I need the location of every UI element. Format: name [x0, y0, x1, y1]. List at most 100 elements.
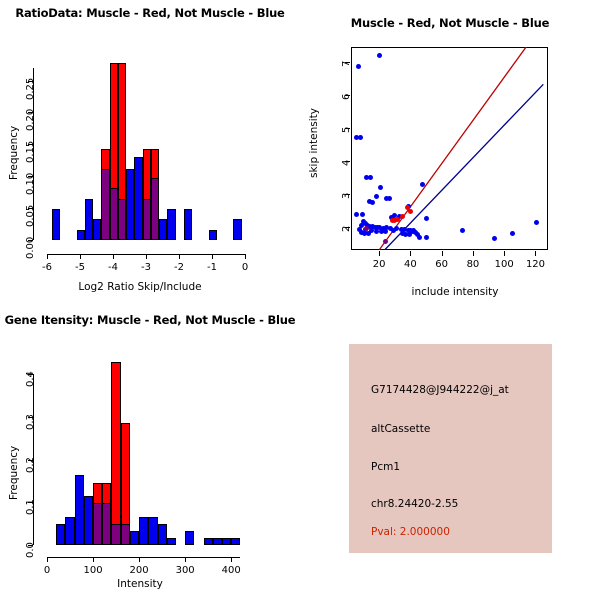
scatter-point — [386, 196, 392, 202]
ratio-bar-blue — [76, 229, 85, 240]
scatter-x-tick — [504, 251, 506, 256]
scatter-point — [533, 220, 539, 226]
gene-x-tick-label: 200 — [129, 565, 149, 576]
ratio-x-tick-label: -6 — [42, 262, 52, 273]
ratio-y-axis-label: Frequency — [8, 125, 20, 180]
scatter-x-tick — [410, 251, 412, 256]
scatter-point — [400, 230, 406, 236]
gene-bar-overlap — [93, 503, 103, 545]
scatter-y-tick — [345, 160, 350, 162]
ratio-bar-overlap — [150, 178, 160, 240]
gene-x-tick — [139, 557, 141, 562]
gene-bar-blue — [157, 524, 167, 545]
ratio-y-tick — [28, 112, 33, 114]
scatter-point — [384, 224, 390, 230]
ratio-y-tick-label: 0.05 — [25, 204, 36, 228]
info-event-type: altCassette — [371, 423, 431, 435]
gene-x-tick-label: 100 — [83, 565, 103, 576]
gene-bar-blue — [203, 538, 213, 545]
scatter-x-axis-label: include intensity — [411, 286, 499, 298]
scatter-point — [403, 231, 409, 237]
ratio-bar-blue — [159, 218, 168, 240]
scatter-point — [374, 229, 380, 234]
ratio-x-tick — [146, 254, 147, 259]
scatter-point — [423, 216, 429, 222]
ratio-bar-blue — [208, 229, 217, 240]
scatter-point — [387, 225, 393, 231]
scatter-point — [392, 212, 398, 218]
scatter-point — [407, 209, 413, 215]
scatter-point — [404, 204, 410, 210]
scatter-y-tick — [345, 193, 350, 195]
scatter-point — [361, 230, 367, 236]
gene-bar-blue — [65, 517, 75, 545]
scatter-point — [377, 53, 383, 59]
ratio-x-tick — [47, 254, 48, 259]
ratio-y-tick-label: 0.25 — [25, 77, 36, 100]
gene-bar-overlap — [120, 524, 130, 545]
gene-x-tick-label: 400 — [221, 565, 241, 576]
gene-y-axis-label: Frequency — [8, 445, 20, 500]
scatter-point — [382, 239, 388, 245]
scatter-point — [390, 228, 396, 234]
ratio-x-tick — [245, 254, 246, 259]
scatter-point — [354, 135, 360, 141]
scatter-x-tick — [379, 251, 381, 256]
ratio-bar-blue — [84, 198, 94, 240]
scatter-y-tick — [345, 61, 350, 63]
ratio-bar-overlap — [142, 198, 151, 240]
ratio-x-tick-label: -4 — [108, 262, 118, 273]
gene-y-tick — [28, 502, 33, 504]
gene-y-tick-label: 0.0 — [25, 542, 36, 558]
ratio-x-tick-label: -3 — [141, 262, 151, 273]
scatter-point — [509, 231, 515, 237]
gene-info-box: G7174428@J944222@j_at altCassette Pcm1 c… — [349, 344, 552, 553]
ratio-x-tick — [113, 254, 114, 259]
ratio-x-tick-label: 0 — [241, 262, 249, 273]
scatter-point — [383, 196, 389, 201]
gene-bar-overlap — [111, 524, 121, 545]
ratio-x-tick-label: -1 — [207, 262, 217, 273]
scatter-panel-title: Muscle - Red, Not Muscle - Blue — [350, 16, 550, 30]
scatter-point — [417, 234, 423, 240]
ratio-x-tick-label: -2 — [174, 262, 184, 273]
ratio-y-axis-line — [33, 67, 34, 240]
gene-y-tick — [28, 416, 33, 418]
scatter-x-tick — [472, 251, 474, 256]
info-pval: Pval: 2.000000 — [371, 526, 450, 538]
ratio-panel-title: RatioData: Muscle - Red, Not Muscle - Bl… — [15, 6, 285, 20]
scatter-point — [353, 211, 359, 217]
gene-y-tick — [28, 374, 33, 376]
ratio-bar-overlap — [101, 168, 110, 240]
scatter-fit-lines — [378, 47, 544, 250]
scatter-point — [389, 217, 395, 223]
scatter-x-tick — [535, 251, 537, 256]
scatter-point — [357, 227, 363, 233]
gene-bar-blue — [74, 475, 84, 545]
scatter-point — [407, 232, 413, 238]
gene-bar-blue — [56, 524, 66, 545]
scatter-point — [378, 185, 384, 191]
ratio-bar-blue — [93, 218, 102, 240]
scatter-x-tick-label: 120 — [525, 259, 546, 270]
gene-panel-title: Gene Itensity: Muscle - Red, Not Muscle … — [4, 313, 296, 327]
scatter-point — [369, 199, 375, 205]
not-muscle-fit-line — [384, 83, 544, 250]
gene-bar-blue — [185, 530, 195, 545]
ratio-y-tick — [28, 176, 33, 178]
ratio-y-tick — [28, 240, 33, 241]
ratio-bar-blue — [51, 208, 61, 240]
gene-x-tick — [231, 557, 233, 562]
scatter-point — [364, 174, 370, 180]
scatter-point — [378, 229, 384, 234]
gene-bar-blue — [148, 517, 158, 545]
ratio-bar-blue — [134, 157, 143, 240]
scatter-point — [492, 236, 498, 242]
scatter-point — [360, 211, 366, 217]
scatter-point — [393, 226, 399, 232]
scatter-point — [357, 135, 363, 141]
scatter-point — [368, 227, 374, 233]
gene-x-tick — [47, 557, 48, 562]
scatter-point — [459, 228, 465, 234]
gene-x-tick — [185, 557, 187, 562]
